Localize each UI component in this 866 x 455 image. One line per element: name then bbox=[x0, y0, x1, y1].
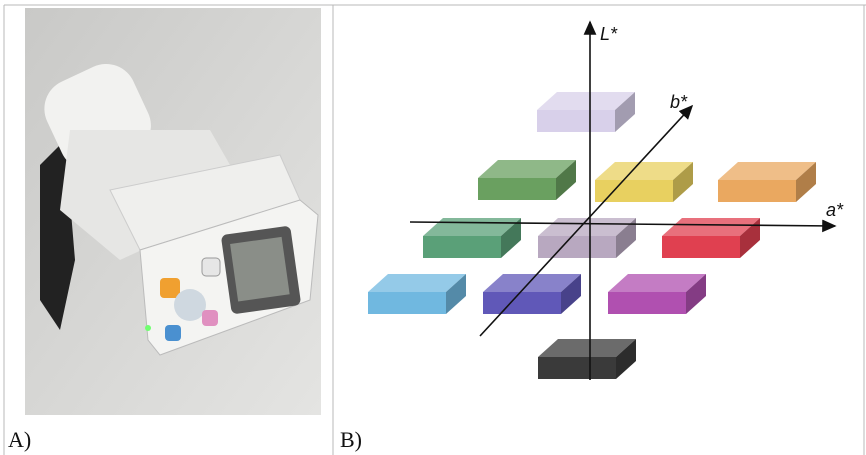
color-blocks bbox=[368, 92, 816, 379]
block-face bbox=[537, 110, 615, 132]
block-face bbox=[483, 292, 561, 314]
block-face bbox=[608, 292, 686, 314]
block-face bbox=[478, 178, 556, 200]
panel-label: A) bbox=[8, 427, 31, 452]
block-face bbox=[538, 236, 616, 258]
figure: A) L* a* b* B) bbox=[0, 0, 866, 455]
block-face bbox=[662, 236, 740, 258]
panel-label: B) bbox=[340, 427, 362, 452]
axis-label: a* bbox=[826, 200, 844, 220]
block-face bbox=[718, 180, 796, 202]
axis-label: b* bbox=[670, 92, 688, 112]
axis-label: L* bbox=[600, 24, 618, 44]
block-face bbox=[538, 357, 616, 379]
device-photo bbox=[25, 8, 321, 415]
block-face bbox=[368, 292, 446, 314]
block-face bbox=[423, 236, 501, 258]
